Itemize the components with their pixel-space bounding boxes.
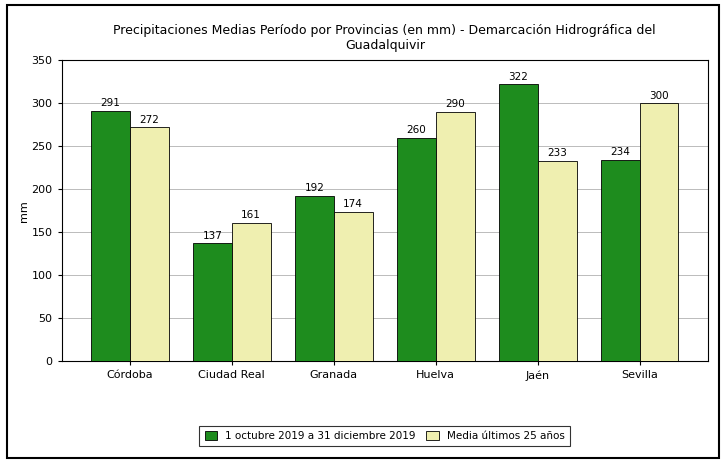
Bar [295, 196, 334, 361]
Text: 161: 161 [241, 210, 261, 220]
Bar [232, 223, 271, 361]
Text: 192: 192 [304, 183, 325, 194]
Bar [91, 111, 130, 361]
Bar [334, 212, 372, 361]
Text: 174: 174 [343, 199, 363, 209]
Bar [640, 103, 679, 361]
Bar [193, 244, 232, 361]
Text: 322: 322 [508, 72, 529, 81]
Text: 137: 137 [203, 231, 222, 241]
Text: 234: 234 [611, 147, 630, 157]
Bar [601, 160, 640, 361]
Y-axis label: mm: mm [19, 200, 29, 221]
Bar [436, 112, 475, 361]
Bar [397, 138, 436, 361]
Bar [499, 84, 538, 361]
Text: 291: 291 [100, 98, 121, 108]
Bar [130, 127, 168, 361]
Legend: 1 octubre 2019 a 31 diciembre 2019, Media últimos 25 años: 1 octubre 2019 a 31 diciembre 2019, Medi… [200, 426, 570, 446]
Text: 233: 233 [547, 148, 567, 158]
Bar [538, 161, 576, 361]
Text: 300: 300 [649, 91, 669, 100]
Text: 260: 260 [407, 125, 426, 135]
Text: 272: 272 [139, 115, 159, 125]
Text: 290: 290 [445, 99, 465, 109]
Title: Precipitaciones Medias Período por Provincias (en mm) - Demarcación Hidrográfica: Precipitaciones Medias Período por Provi… [113, 24, 656, 52]
